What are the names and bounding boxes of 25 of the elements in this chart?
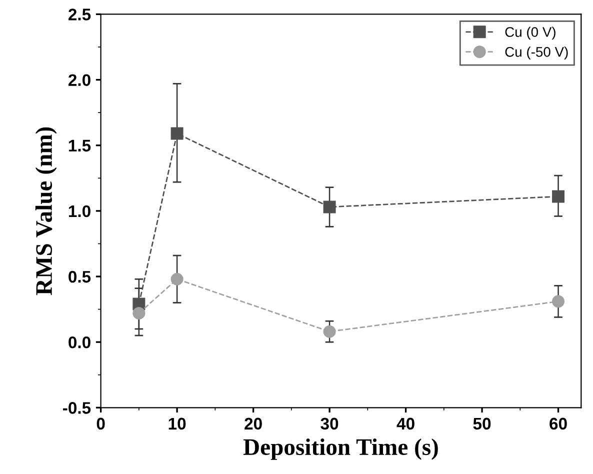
y-tick-label: 2.0 <box>68 74 90 86</box>
y-tick-label: 2.5 <box>68 8 91 20</box>
point <box>552 295 565 308</box>
y-tick-label: 1.5 <box>68 140 91 152</box>
x-axis-title: Deposition Time (s) <box>243 438 438 460</box>
point <box>323 200 336 214</box>
x-tick-label: 50 <box>473 418 491 430</box>
x-tick-label: 40 <box>396 418 414 430</box>
y-tick-label: 0.0 <box>68 336 90 348</box>
y-tick-label: -0.5 <box>63 402 91 414</box>
point <box>170 272 184 286</box>
x-tick-label: 60 <box>550 418 567 430</box>
x-tick-label: 10 <box>168 418 186 430</box>
x-tick-label: 30 <box>320 418 338 430</box>
y-tick-label: 1.0 <box>68 205 90 218</box>
x-tick-label: 20 <box>244 418 262 430</box>
point <box>552 190 565 203</box>
point <box>132 306 146 320</box>
point <box>323 325 336 338</box>
point <box>170 127 184 140</box>
legend-label: Cu (0 V) <box>505 26 556 40</box>
x-tick-label: 0 <box>96 418 105 430</box>
legend-label: Cu (-50 V) <box>505 46 568 60</box>
y-tick-label: 0.5 <box>68 270 91 283</box>
y-axis-title: RMS Value (nm) <box>35 127 57 296</box>
